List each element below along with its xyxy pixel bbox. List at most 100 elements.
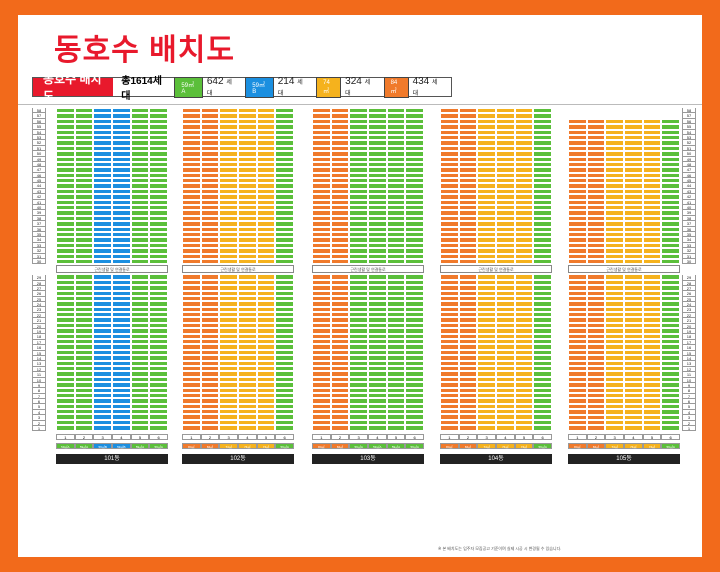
unit-cell [367, 344, 387, 350]
unit-cell [330, 322, 350, 329]
unit-cell [111, 344, 131, 350]
unit-cell [330, 215, 350, 222]
unit-cell [458, 129, 478, 135]
unit-cell [458, 398, 478, 404]
common-floor-band: 근린생활 및 연결통로 [440, 265, 552, 274]
unit-cell [495, 414, 515, 420]
unit-cell [386, 403, 406, 410]
unit-cell [440, 365, 459, 372]
unit-cell [568, 392, 587, 399]
unit-cell [275, 167, 294, 173]
unit-cell [642, 333, 662, 340]
unit-cell [605, 188, 624, 195]
unit-cell [514, 129, 534, 135]
unit-cell [568, 248, 587, 254]
unit-cell [149, 301, 168, 307]
unit-cell [256, 312, 276, 318]
unit-cell [495, 161, 515, 168]
unit-cell [312, 290, 331, 296]
unit-cell [200, 349, 220, 356]
unit-cell [586, 322, 606, 329]
line-type: 74㎡ [605, 442, 624, 449]
unit-cell [237, 199, 257, 206]
unit-cell [405, 172, 424, 179]
unit-cell [458, 134, 478, 141]
unit-cell [130, 151, 150, 157]
unit-cell [458, 285, 478, 291]
unit-cell [568, 167, 587, 173]
unit-cell [74, 360, 94, 366]
unit-cell [237, 118, 257, 125]
unit-cell [533, 113, 552, 119]
unit-cell [312, 274, 331, 280]
unit-cell [149, 409, 168, 415]
unit-cell [367, 285, 387, 291]
unit-cell [605, 221, 624, 227]
unit-cell [111, 301, 131, 307]
unit-cell [586, 290, 606, 296]
unit-cell [477, 312, 496, 318]
unit-cell [367, 322, 387, 329]
unit-cell [200, 134, 220, 141]
unit-cell [219, 156, 238, 162]
floor-label: 58 [32, 108, 46, 114]
unit-cell [458, 124, 478, 130]
unit-cell [275, 145, 294, 152]
unit-cell [93, 365, 112, 372]
building-name: 103동 [312, 453, 424, 464]
unit-cell [275, 258, 294, 265]
unit-cell [586, 328, 606, 334]
floor-label: 24 [682, 302, 696, 308]
unit-cell [367, 365, 387, 372]
unit-cell [56, 172, 75, 179]
unit-cell [219, 285, 238, 291]
unit-cell [514, 274, 534, 280]
unit-cell [312, 242, 331, 249]
floor-label: 32 [682, 248, 696, 254]
unit-cell [568, 317, 587, 323]
unit-cell [386, 124, 406, 130]
unit-cell [405, 376, 424, 383]
unit-cell [405, 215, 424, 222]
unit-cell [405, 167, 424, 173]
unit-cell [256, 295, 276, 302]
unit-cell [623, 317, 643, 323]
unit-cell [514, 392, 534, 399]
unit-cell [349, 306, 368, 313]
unit-cell [586, 242, 606, 249]
floor-label: 57 [32, 113, 46, 119]
unit-cell [349, 183, 368, 189]
unit-cell [623, 242, 643, 249]
unit-cell [568, 140, 587, 146]
unit-cell [458, 253, 478, 259]
unit-cell [405, 108, 424, 114]
unit-cell [495, 382, 515, 388]
unit-cell [533, 134, 552, 141]
unit-cell [440, 134, 459, 141]
unit-cell [642, 205, 662, 211]
unit-cell [256, 414, 276, 420]
unit-cell [130, 328, 150, 334]
unit-cell [440, 248, 459, 254]
unit-cell [312, 365, 331, 372]
unit-cell [275, 140, 294, 146]
unit-cell [367, 376, 387, 383]
unit-cell [440, 274, 459, 280]
unit-cell [312, 306, 331, 313]
unit-cell [477, 382, 496, 388]
unit-cell [440, 161, 459, 168]
line-type: 59㎡A [661, 442, 680, 449]
unit-cell [349, 199, 368, 206]
unit-cell [349, 161, 368, 168]
unit-cell [367, 140, 387, 146]
unit-cell [458, 108, 478, 114]
unit-cell [74, 312, 94, 318]
unit-cell [130, 365, 150, 372]
unit-cell [623, 188, 643, 195]
unit-cell [605, 274, 624, 280]
unit-cell [386, 274, 406, 280]
unit-cell [405, 145, 424, 152]
unit-cell [56, 161, 75, 168]
unit-cell [514, 151, 534, 157]
unit-cell [149, 226, 168, 232]
